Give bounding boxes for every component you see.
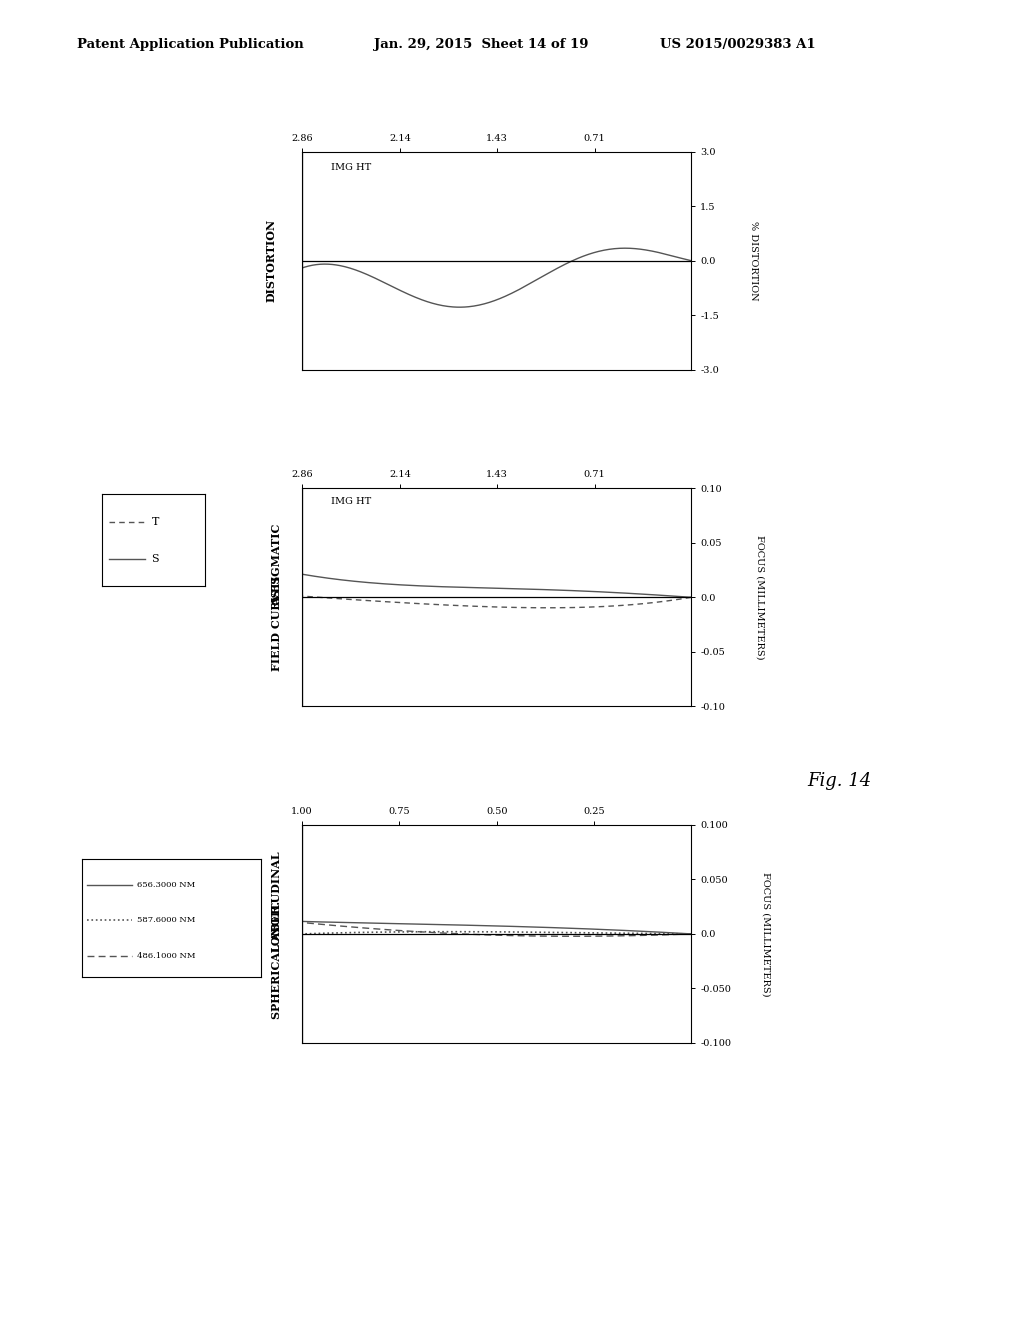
Text: DISTORTION: DISTORTION <box>265 219 276 302</box>
Text: ASTIGMATIC: ASTIGMATIC <box>270 524 282 606</box>
Text: LONGITUDINAL: LONGITUDINAL <box>270 850 282 952</box>
Y-axis label: FOCUS (MILLIMETERS): FOCUS (MILLIMETERS) <box>755 535 764 660</box>
Text: SPHERICAL ABER.: SPHERICAL ABER. <box>270 902 282 1019</box>
Text: IMG HT: IMG HT <box>331 162 371 172</box>
Text: IMG HT: IMG HT <box>331 498 371 506</box>
Text: 486.1000 NM: 486.1000 NM <box>137 952 196 960</box>
Text: US 2015/0029383 A1: US 2015/0029383 A1 <box>660 37 816 50</box>
Text: Fig. 14: Fig. 14 <box>808 772 871 791</box>
Text: Patent Application Publication: Patent Application Publication <box>77 37 303 50</box>
Text: T: T <box>152 516 159 527</box>
Y-axis label: % DISTORTION: % DISTORTION <box>749 220 758 301</box>
Y-axis label: FOCUS (MILLIMETERS): FOCUS (MILLIMETERS) <box>761 871 770 997</box>
Text: 587.6000 NM: 587.6000 NM <box>137 916 196 924</box>
Text: 656.3000 NM: 656.3000 NM <box>137 880 196 888</box>
Text: S: S <box>152 553 159 564</box>
Text: Jan. 29, 2015  Sheet 14 of 19: Jan. 29, 2015 Sheet 14 of 19 <box>374 37 588 50</box>
Text: FIELD CURVES: FIELD CURVES <box>270 576 282 671</box>
